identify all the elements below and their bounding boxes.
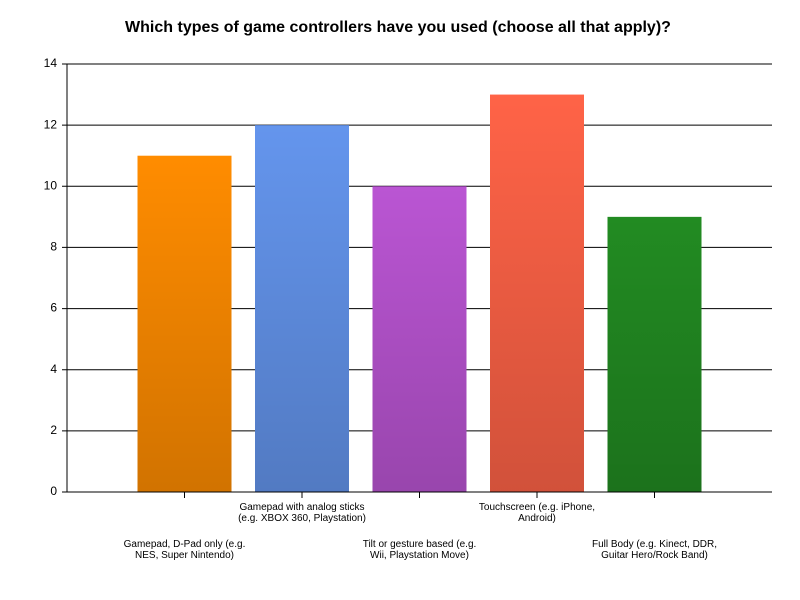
x-tick-label: Tilt or gesture based (e.g. Wii, Playsta… [362, 539, 477, 561]
bar-shade [255, 125, 349, 493]
y-tick-label: 2 [50, 423, 57, 437]
y-tick-label: 14 [44, 56, 58, 70]
x-tick-label: Full Body (e.g. Kinect, DDR, Guitar Hero… [591, 539, 718, 561]
bar-shade [372, 186, 467, 493]
y-tick-label: 4 [50, 362, 57, 376]
y-tick-label: 6 [50, 301, 57, 315]
y-tick-label: 8 [50, 240, 57, 254]
bar-shade [490, 94, 584, 493]
x-tick-label: Gamepad, D-Pad only (e.g. NES, Super Nin… [123, 539, 246, 561]
y-tick-label: 0 [50, 484, 57, 498]
y-tick-label: 10 [44, 178, 58, 192]
chart-title: Which types of game controllers have you… [125, 19, 671, 36]
bar-shade [137, 155, 232, 492]
x-tick-label: Touchscreen (e.g. iPhone, Android) [478, 502, 596, 524]
x-tick-label: Gamepad with analog sticks (e.g. XBOX 36… [238, 502, 366, 524]
y-tick-label: 12 [44, 117, 58, 131]
bar-shade [607, 216, 702, 492]
